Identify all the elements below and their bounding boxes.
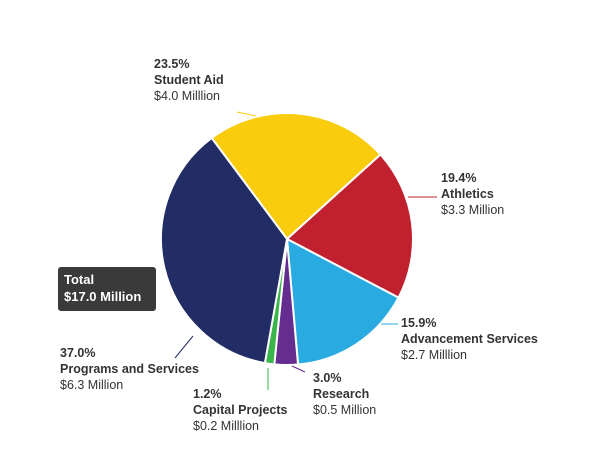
slice-name: Programs and Services [60, 362, 199, 376]
total-label: Total [64, 272, 95, 287]
slice-label-athletics: 19.4% Athletics $3.3 Million [441, 170, 504, 218]
pie-slice-athletics [286, 153, 414, 299]
slice-percent: 1.2% [193, 387, 222, 401]
slice-label-advancement-services: 15.9% Advancement Services $2.7 Milllion [401, 315, 538, 363]
pie-slice-advancement-services [286, 238, 400, 366]
pie-slice-programs-and-services [160, 136, 288, 365]
slice-amount: $0.5 Million [313, 403, 377, 417]
slice-label-programs-and-services: 37.0% Programs and Services $6.3 Million [60, 345, 199, 393]
leader-line-research [291, 365, 306, 373]
slice-name: Capital Projects [193, 403, 288, 417]
slice-amount: $3.3 Million [441, 203, 505, 217]
slice-percent: 19.4% [441, 171, 477, 185]
slice-amount: $4.0 Milllion [154, 89, 221, 103]
pie-slice-student-aid [210, 112, 382, 240]
leader-line-student-aid [236, 111, 257, 117]
slice-name: Research [313, 387, 370, 401]
slice-label-student-aid: 23.5% Student Aid $4.0 Milllion [154, 56, 224, 104]
slice-amount: $0.2 Milllion [193, 419, 260, 433]
slice-name: Student Aid [154, 73, 224, 87]
leader-line-programs-and-services [174, 335, 194, 359]
slice-percent: 23.5% [154, 57, 190, 71]
slice-amount: $6.3 Million [60, 378, 124, 392]
slice-name: Advancement Services [401, 332, 538, 346]
slice-label-research: 3.0% Research $0.5 Million [313, 370, 376, 418]
slice-name: Athletics [441, 187, 494, 201]
slice-amount: $2.7 Milllion [401, 348, 468, 362]
slice-label-capital-projects: 1.2% Capital Projects $0.2 Milllion [193, 386, 287, 434]
total-badge: Total $17.0 Million [58, 267, 156, 311]
slice-percent: 15.9% [401, 316, 437, 330]
slice-percent: 37.0% [60, 346, 96, 360]
total-value: $17.0 Million [64, 289, 142, 304]
slice-percent: 3.0% [313, 371, 342, 385]
